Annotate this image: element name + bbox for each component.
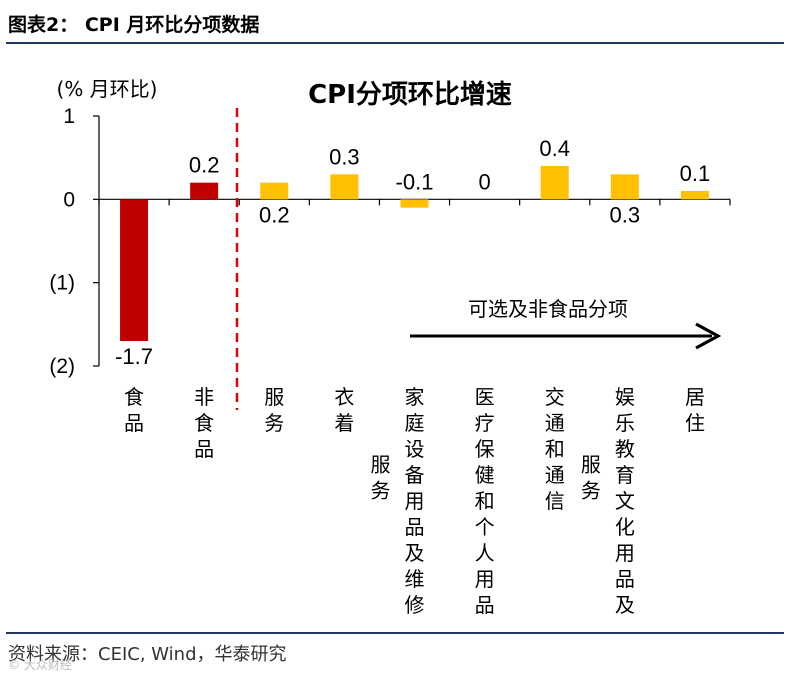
category-label: 服务 bbox=[264, 385, 284, 435]
value-label: 0.2 bbox=[259, 202, 290, 227]
y-tick-label: 0 bbox=[63, 188, 75, 211]
watermark: © 大众财经 bbox=[8, 658, 72, 672]
value-label: 0.1 bbox=[680, 161, 711, 186]
bar bbox=[260, 182, 289, 200]
y-tick-label: 1 bbox=[63, 105, 75, 128]
value-label: 0.3 bbox=[329, 144, 360, 169]
value-label: -0.1 bbox=[396, 169, 434, 194]
arrow-head bbox=[695, 322, 722, 350]
bar bbox=[540, 166, 569, 200]
chart-title: CPI分项环比增速 bbox=[308, 79, 512, 110]
category-label: 居住 bbox=[685, 385, 705, 435]
value-label: -1.7 bbox=[115, 344, 153, 369]
category-label: 服务 bbox=[371, 453, 391, 503]
value-label: 0 bbox=[478, 169, 490, 194]
category-label: 家庭设备用品及维修 bbox=[405, 385, 425, 617]
category-label: 食品 bbox=[124, 385, 144, 435]
category-label: 娱乐教育文化用品及 bbox=[615, 385, 635, 617]
bar bbox=[330, 174, 359, 200]
category-label: 非食品 bbox=[194, 385, 214, 461]
y-tick-label: (2) bbox=[49, 355, 75, 378]
value-label: 0.2 bbox=[189, 153, 220, 178]
bar bbox=[610, 174, 639, 200]
category-label: 医疗保健和个人用品 bbox=[475, 385, 495, 617]
bar bbox=[120, 199, 149, 341]
bars-group bbox=[120, 166, 709, 341]
value-label: 0.4 bbox=[539, 136, 570, 161]
annotation-text: 可选及非食品分项 bbox=[468, 297, 628, 321]
category-label: 交通和通信 bbox=[545, 385, 565, 513]
value-labels-group: -1.7 0.2 0.2 0.3 -0.1 0 0.4 0.3 0.1 bbox=[115, 136, 710, 369]
category-label: 衣着 bbox=[334, 385, 354, 435]
value-label: 0.3 bbox=[610, 202, 641, 227]
cpi-bar-chart: CPI分项环比增速 (% 月环比) 1 0 (1) (2) -1.7 0.2 0.2 0.3… bbox=[49, 77, 731, 617]
category-label: 服务 bbox=[581, 453, 601, 503]
category-labels-group: 食品非食品服务衣着服务家庭设备用品及维修医疗保健和个人用品交通和通信服务娱乐教育… bbox=[124, 385, 705, 617]
arrow-graphic bbox=[410, 322, 722, 350]
header-divider bbox=[6, 42, 784, 44]
y-axis-label: (% 月环比) bbox=[57, 77, 158, 101]
footer-divider bbox=[6, 632, 784, 634]
y-tick-label: (1) bbox=[49, 272, 75, 295]
bar bbox=[680, 191, 709, 200]
source-note: 资料来源：CEIC, Wind，华泰研究 bbox=[8, 644, 287, 665]
figure-title: 图表2： CPI 月环比分项数据 bbox=[8, 14, 260, 36]
bar bbox=[190, 182, 219, 200]
bar bbox=[400, 199, 429, 208]
